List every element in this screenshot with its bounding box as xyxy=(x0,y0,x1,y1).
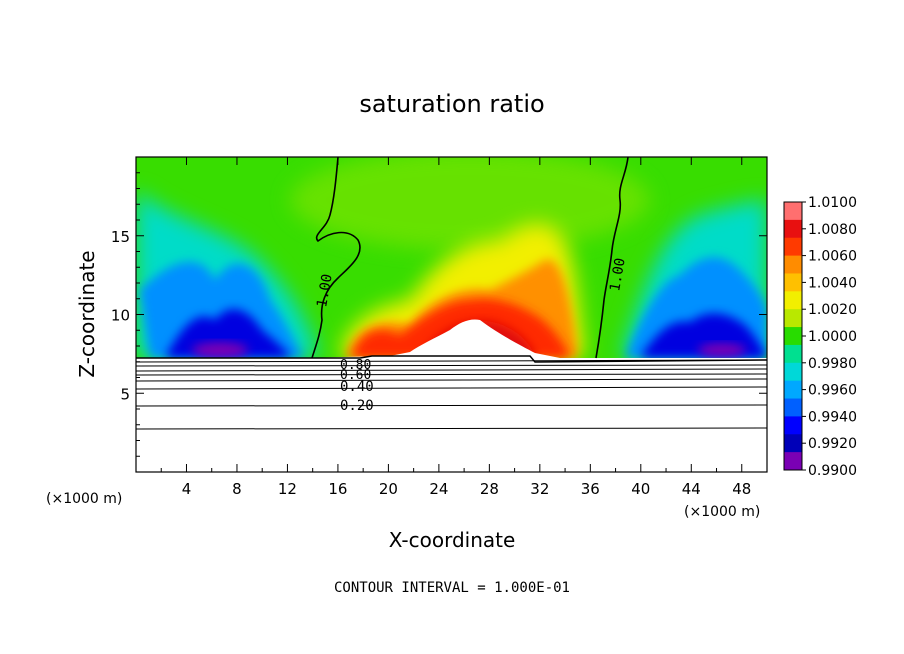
contour-surface xyxy=(136,355,767,363)
field-right-purple-spot xyxy=(698,343,746,357)
x-tick-label-8: 36 xyxy=(581,480,600,498)
contour-0.60 xyxy=(136,368,767,372)
chart-title: saturation ratio xyxy=(359,90,544,118)
x-tick-label-0: 4 xyxy=(182,480,192,498)
colorbar-swatch-13 xyxy=(784,434,802,453)
contour-1.00-right xyxy=(595,157,629,359)
colorbar-swatch-1 xyxy=(784,219,802,239)
colorbar-swatch-10 xyxy=(784,380,802,400)
unity-contours xyxy=(311,157,629,359)
x-axis-label: X-coordinate xyxy=(389,528,516,552)
x-unit-label-right: (×1000 m) xyxy=(684,504,760,520)
x-tick-label-9: 40 xyxy=(631,480,650,498)
x-tick-label-6: 28 xyxy=(480,480,499,498)
colorbar: 1.0100 1.0080 1.0060 1.0040 1.0020 1.0000 0.99… xyxy=(783,195,857,479)
x-tick-label-4: 20 xyxy=(379,480,398,498)
colorbar-label-6: 0.9980 xyxy=(808,356,857,372)
y-tick-label-0: 5 xyxy=(120,385,130,403)
x-tick-label-10: 44 xyxy=(682,480,701,498)
y-axis-label: Z-coordinate xyxy=(75,250,99,377)
lower-contours xyxy=(136,355,767,430)
y-axis: 5 10 15 xyxy=(111,172,767,457)
contour-label-1.00-left: 1.00 xyxy=(314,273,336,309)
y-tick-label-1: 10 xyxy=(111,307,130,325)
contour-interval-note: CONTOUR INTERVAL = 1.000E-01 xyxy=(334,580,570,596)
colorbar-swatch-3 xyxy=(784,255,802,274)
colorbar-swatch-5 xyxy=(784,291,802,310)
colorbar-swatch-0 xyxy=(784,202,802,221)
terrain-white-area xyxy=(136,319,767,472)
colorbar-label-4: 1.0020 xyxy=(808,302,857,318)
heatmap-field xyxy=(136,157,767,472)
x-axis: 4 8 12 16 20 24 28 32 36 40 44 48 xyxy=(160,157,751,498)
colorbar-label-3: 1.0040 xyxy=(808,275,857,291)
contour-label-0.60: 0.60 xyxy=(340,368,371,383)
colorbar-swatch-2 xyxy=(784,237,802,257)
field-light-green-band xyxy=(290,157,650,250)
colorbar-swatch-8 xyxy=(784,344,802,364)
colorbar-label-7: 0.9960 xyxy=(808,383,857,399)
colorbar-swatch-11 xyxy=(784,398,802,417)
contour-0.40 xyxy=(136,378,767,382)
contour-0.30 xyxy=(136,386,767,390)
x-tick-label-2: 12 xyxy=(278,480,297,498)
contour-label-0.40: 0.40 xyxy=(340,379,374,395)
colorbar-swatch-14 xyxy=(784,452,802,471)
y-tick-label-2: 15 xyxy=(111,228,130,246)
colorbar-swatch-4 xyxy=(784,273,802,292)
x-tick-label-7: 32 xyxy=(530,480,549,498)
colorbar-label-9: 0.9920 xyxy=(808,436,857,452)
contour-label-1.00-right: 1.00 xyxy=(607,257,629,293)
contour-label-0.20: 0.20 xyxy=(340,398,374,414)
contour-0.50 xyxy=(136,373,767,376)
colorbar-swatch-12 xyxy=(784,416,802,435)
colorbar-swatch-7 xyxy=(784,327,802,346)
contour-label-0.80: 0.80 xyxy=(340,358,371,373)
colorbar-label-10: 0.9900 xyxy=(808,463,857,479)
colorbar-label-2: 1.0060 xyxy=(808,249,857,265)
contour-0.20 xyxy=(136,404,767,407)
colorbar-label-5: 1.0000 xyxy=(808,329,857,345)
colorbar-label-0: 1.0100 xyxy=(808,195,857,211)
contour-labels: 1.00 1.00 0.80 0.60 0.40 0.20 xyxy=(314,257,629,414)
contour-0.80-b xyxy=(136,364,767,367)
colorbar-swatch-9 xyxy=(784,362,802,382)
x-tick-label-1: 8 xyxy=(232,480,242,498)
colorbar-label-8: 0.9940 xyxy=(808,409,857,425)
x-tick-label-5: 24 xyxy=(429,480,448,498)
contour-1.00-left xyxy=(311,157,361,359)
x-tick-label-11: 48 xyxy=(732,480,751,498)
colorbar-swatch-6 xyxy=(784,309,802,328)
field-left-purple-spot xyxy=(192,342,248,358)
x-unit-label-left: (×1000 m) xyxy=(46,491,122,507)
x-tick-label-3: 16 xyxy=(328,480,347,498)
colorbar-label-1: 1.0080 xyxy=(808,222,857,238)
